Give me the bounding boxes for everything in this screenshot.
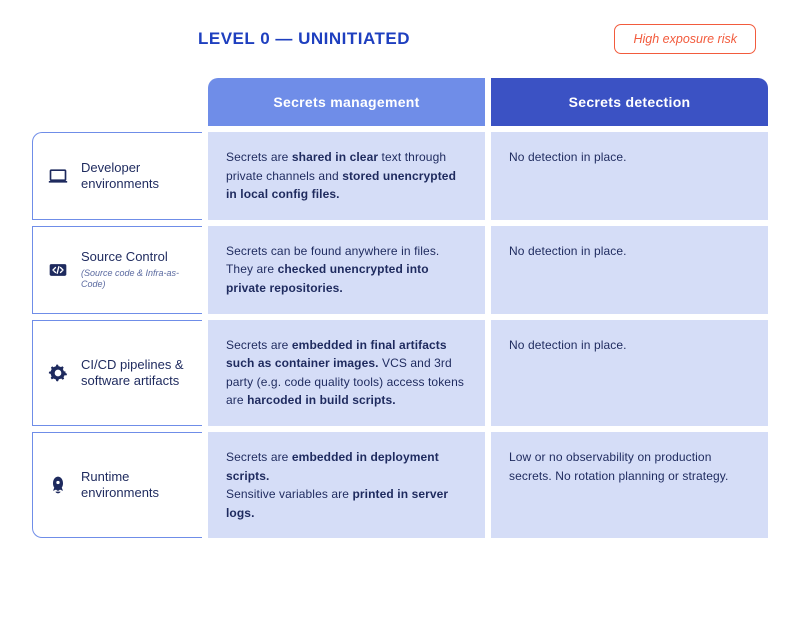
grid-corner (32, 78, 202, 126)
cell-runtime-detection: Low or no observability on production se… (491, 432, 768, 538)
risk-badge: High exposure risk (614, 24, 756, 54)
row-label-developer-environments: Developer environments (32, 132, 202, 220)
row-label-source-control: Source Control (Source code & Infra-as-C… (32, 226, 202, 314)
cell-cicd-management: Secrets are embedded in final artifacts … (208, 320, 485, 426)
infographic-container: LEVEL 0 — UNINITIATED High exposure risk… (0, 0, 800, 538)
cell-scm-detection: No detection in place. (491, 226, 768, 314)
column-header-management: Secrets management (208, 78, 485, 126)
cell-dev-detection: No detection in place. (491, 132, 768, 220)
header-row: LEVEL 0 — UNINITIATED High exposure risk (32, 24, 768, 54)
row-label-text: Source Control (Source code & Infra-as-C… (81, 249, 190, 290)
cell-scm-management: Secrets can be found anywhere in files. … (208, 226, 485, 314)
cell-cicd-detection: No detection in place. (491, 320, 768, 426)
row-label-main: Source Control (81, 249, 168, 264)
row-label-sub: (Source code & Infra-as-Code) (81, 268, 190, 291)
row-label-cicd: CI/CD pipelines & software artifacts (32, 320, 202, 426)
rocket-icon (47, 474, 69, 496)
row-label-text: CI/CD pipelines & software artifacts (81, 357, 190, 390)
level-title: LEVEL 0 — UNINITIATED (198, 29, 410, 49)
column-header-detection: Secrets detection (491, 78, 768, 126)
cell-dev-management: Secrets are shared in clear text through… (208, 132, 485, 220)
laptop-icon (47, 165, 69, 187)
row-label-text: Developer environments (81, 160, 190, 193)
row-label-text: Runtime environments (81, 469, 190, 502)
gear-icon (47, 362, 69, 384)
maturity-grid: Secrets management Secrets detection Dev… (32, 78, 768, 538)
row-label-runtime: Runtime environments (32, 432, 202, 538)
cell-runtime-management: Secrets are embedded in deployment scrip… (208, 432, 485, 538)
code-icon (47, 259, 69, 281)
